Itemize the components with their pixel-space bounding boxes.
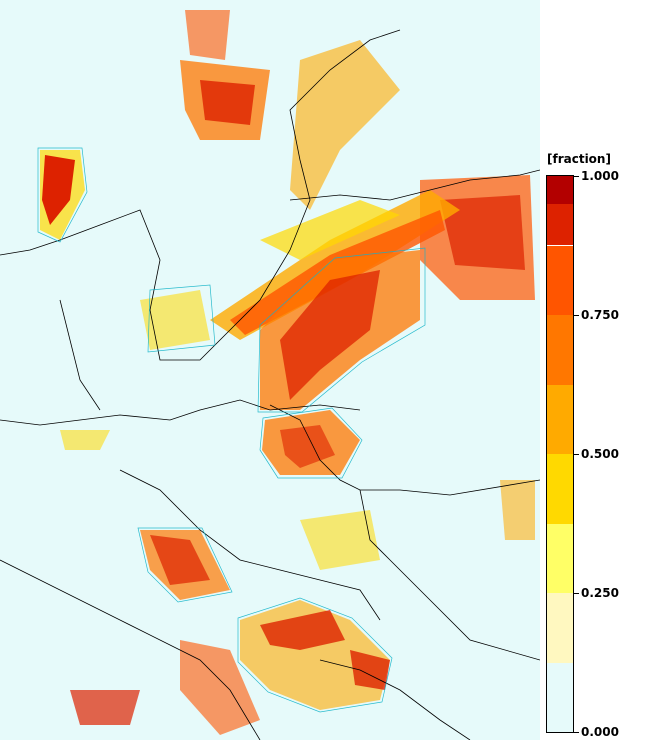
- colorbar: [546, 175, 574, 733]
- colorbar-tick: [574, 454, 579, 455]
- colorbar-bin: [547, 523, 573, 593]
- colorbar-tick-label: 0.250: [581, 586, 619, 600]
- colorbar-bin: [547, 315, 573, 385]
- colorbar-bin: [547, 384, 573, 454]
- coastlines: [0, 29, 540, 740]
- colorbar-tick: [574, 315, 579, 316]
- colorbar-bin: [547, 176, 573, 204]
- colorbar-bin: [547, 593, 573, 663]
- colorbar-bin: [547, 245, 573, 315]
- colorbar-tick-label: 1.000: [581, 169, 619, 183]
- colorbar-bin: [547, 454, 573, 524]
- colorbar-bin: [547, 662, 573, 732]
- colorbar-tick-label: 0.750: [581, 308, 619, 322]
- contour-lines: [37, 147, 426, 713]
- colorbar-tick: [574, 176, 579, 177]
- legend-title: [fraction]: [547, 152, 611, 166]
- colorbar-tick-label: 0.000: [581, 725, 619, 739]
- colorbar-bin: [547, 203, 573, 246]
- colorbar-tick-label: 0.500: [581, 447, 619, 461]
- fraction-map: [0, 0, 540, 740]
- colorbar-tick: [574, 593, 579, 594]
- colorbar-tick: [574, 732, 579, 733]
